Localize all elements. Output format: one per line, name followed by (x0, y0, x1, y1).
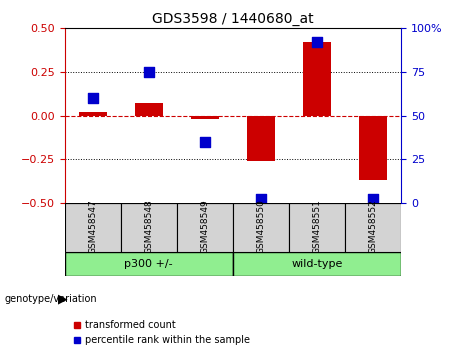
Title: GDS3598 / 1440680_at: GDS3598 / 1440680_at (152, 12, 313, 26)
Bar (191, 115, 219, 119)
Point (257, 196, 265, 202)
Point (145, 69, 152, 75)
Text: GSM458550: GSM458550 (256, 199, 266, 254)
Bar (247, 115, 275, 161)
Bar (65, 252, 233, 276)
Bar (359, 115, 387, 180)
Text: p300 +/-: p300 +/- (124, 259, 173, 269)
Bar (135, 103, 163, 115)
Text: GSM458548: GSM458548 (144, 199, 153, 254)
Point (313, 39, 321, 45)
Text: GSM458549: GSM458549 (200, 199, 209, 254)
Point (369, 196, 377, 202)
Text: wild-type: wild-type (291, 259, 343, 269)
Bar (121, 203, 177, 252)
Legend: transformed count, percentile rank within the sample: transformed count, percentile rank withi… (70, 316, 254, 349)
Bar (233, 252, 401, 276)
Bar (303, 42, 331, 115)
Bar (177, 203, 233, 252)
Bar (345, 203, 401, 252)
Text: GSM458552: GSM458552 (368, 199, 378, 254)
Point (201, 139, 208, 144)
Text: genotype/variation: genotype/variation (5, 294, 97, 304)
Point (89, 95, 96, 101)
Bar (233, 203, 289, 252)
Bar (289, 203, 345, 252)
Bar (65, 203, 121, 252)
Text: GSM458547: GSM458547 (88, 199, 97, 254)
Bar (78, 112, 106, 115)
Text: GSM458551: GSM458551 (313, 199, 321, 254)
Text: ▶: ▶ (58, 293, 67, 306)
